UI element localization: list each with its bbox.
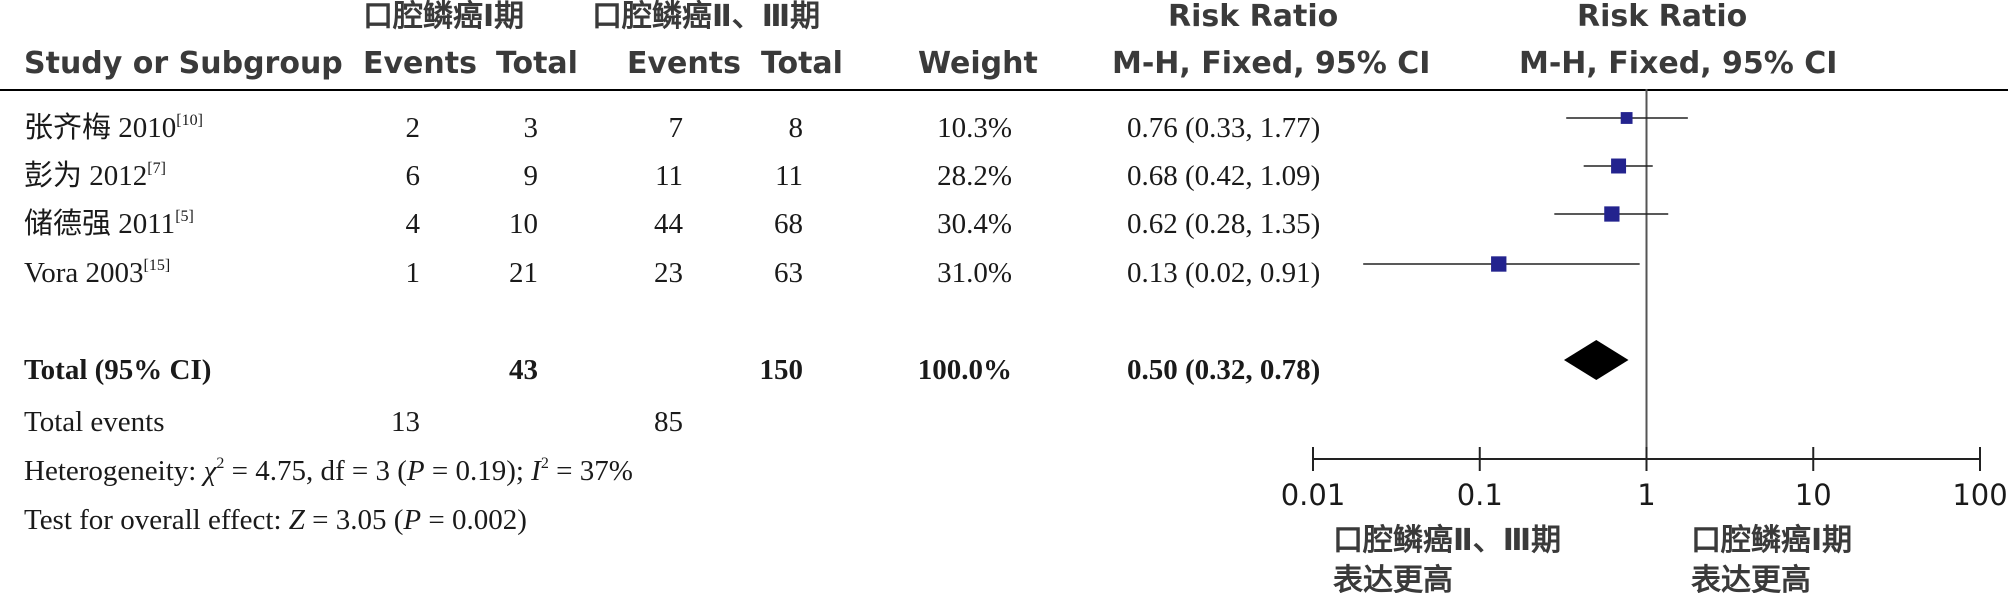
total1-header: Total (496, 46, 578, 81)
study-marker (1491, 256, 1507, 272)
rr-title-left: Risk Ratio (1168, 0, 1339, 34)
total2-cell: 8 (788, 112, 804, 144)
study-name: 张齐梅 2010[10] (24, 112, 203, 144)
total1-cell: 3 (523, 112, 539, 144)
group1-header: 口腔鳞癌Ⅰ期 (363, 0, 525, 34)
favours-right-label: 口腔鳞癌Ⅰ期 (1691, 523, 1852, 558)
favours-right-label: 表达更高 (1691, 563, 1811, 593)
x-tick-label: 0.1 (1457, 478, 1503, 512)
total1-cell: 21 (509, 257, 538, 289)
total1-cell: 10 (509, 208, 538, 240)
events2-cell: 85 (654, 406, 683, 438)
overall-effect-text: Test for overall effect: Z = 3.05 (P = 0… (24, 504, 527, 536)
ci-text-cell: 0.68 (0.42, 1.09) (1127, 160, 1321, 192)
events1-cell: 1 (405, 257, 421, 289)
weight-cell: 30.4% (937, 208, 1012, 240)
study-name: 储德强 2011[5] (24, 208, 194, 240)
ci-text-cell: 0.62 (0.28, 1.35) (1127, 208, 1321, 240)
favours-left-label: 表达更高 (1333, 563, 1453, 593)
study-col-header: Study or Subgroup (24, 46, 343, 81)
total2-cell: 150 (759, 354, 804, 386)
study-marker (1611, 158, 1627, 174)
events2-cell: 11 (655, 160, 683, 192)
x-tick-label: 100 (1952, 478, 2007, 512)
header-rule (0, 89, 2008, 91)
group2-header: 口腔鳞癌Ⅱ、Ⅲ期 (592, 0, 821, 34)
total2-cell: 11 (775, 160, 803, 192)
events1-cell: 6 (405, 160, 421, 192)
total1-cell: 43 (509, 354, 538, 386)
total-events-label: Total events (24, 406, 165, 438)
weight-header: Weight (918, 46, 1038, 81)
events2-cell: 23 (654, 257, 683, 289)
ci-text-cell: 0.13 (0.02, 0.91) (1127, 257, 1321, 289)
events2-header: Events (627, 46, 741, 81)
weight-cell: 28.2% (937, 160, 1012, 192)
ci-text-cell: 0.50 (0.32, 0.78) (1127, 354, 1321, 386)
events1-cell: 13 (391, 406, 420, 438)
events1-header: Events (363, 46, 477, 81)
events2-cell: 44 (654, 208, 683, 240)
weight-cell: 31.0% (937, 257, 1012, 289)
total2-cell: 63 (774, 257, 803, 289)
x-tick-label: 0.01 (1281, 478, 1346, 512)
method-left-header: M-H, Fixed, 95% CI (1112, 46, 1431, 81)
method-right-header: M-H, Fixed, 95% CI (1519, 46, 1838, 81)
weight-cell: 10.3% (937, 112, 1012, 144)
study-name: Vora 2003[15] (24, 257, 171, 289)
study-marker (1604, 206, 1620, 222)
events2-cell: 7 (668, 112, 684, 144)
weight-cell: 100.0% (917, 354, 1012, 386)
study-name: 彭为 2012[7] (24, 160, 166, 192)
events1-cell: 4 (405, 208, 421, 240)
study-marker (1620, 112, 1633, 124)
events1-cell: 2 (405, 112, 421, 144)
total2-cell: 68 (774, 208, 803, 240)
rr-title-right: Risk Ratio (1577, 0, 1748, 34)
total2-header: Total (761, 46, 843, 81)
favours-left-label: 口腔鳞癌Ⅱ、Ⅲ期 (1333, 523, 1561, 558)
total1-cell: 9 (523, 160, 539, 192)
x-tick-label: 1 (1637, 478, 1655, 512)
heterogeneity-text: Heterogeneity: χ2 = 4.75, df = 3 (P = 0.… (24, 455, 633, 487)
ci-text-cell: 0.76 (0.33, 1.77) (1127, 112, 1321, 144)
x-tick-label: 10 (1795, 478, 1832, 512)
total-label: Total (95% CI) (24, 354, 212, 386)
overall-diamond (1563, 340, 1629, 380)
